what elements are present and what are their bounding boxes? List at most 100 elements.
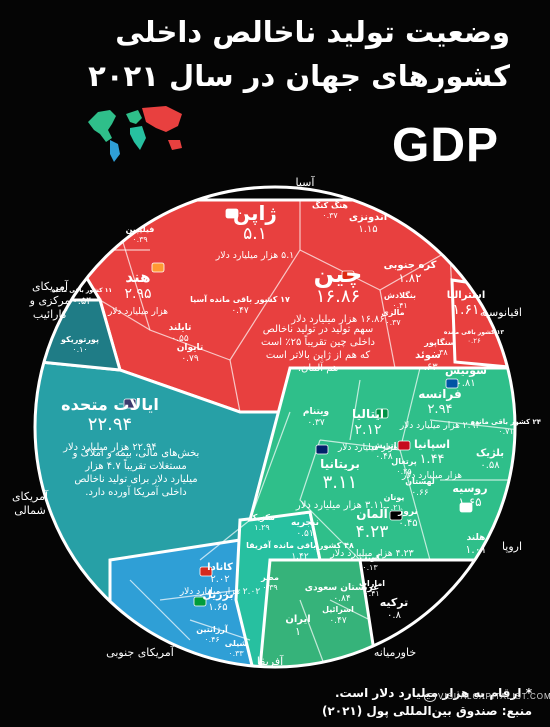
- country-name-5-0: عربستان سعودی: [305, 583, 380, 593]
- country-border: [99, 299, 151, 331]
- country-name-0-4: اندونزی: [349, 212, 387, 223]
- flag-icon: [123, 398, 137, 409]
- country-value-7-0: ۱.۶۱: [452, 302, 479, 318]
- country-value-4-3: ۲.۱۲: [354, 422, 381, 438]
- country-border: [199, 519, 251, 561]
- country-desc-0-0: ۱۶.۸۶ هزار میلیارد دلار: [290, 314, 384, 325]
- country-border: [349, 379, 361, 441]
- country-desc-1-1: ۲.۰۲ هزار میلیارد دلار: [179, 587, 260, 597]
- country-value-4-5: ۱.۴۴: [419, 452, 444, 467]
- country-value-3-1: ۰.۴۶: [204, 635, 219, 644]
- country-name-3-0: برزیل: [202, 588, 233, 601]
- country-value-4-2: ۲.۹۴: [427, 402, 452, 417]
- country-name-4-4: روسیه: [452, 482, 487, 495]
- country-border: [249, 411, 291, 521]
- flag-icon: [315, 444, 329, 455]
- country-name-3-2: شیلی: [225, 639, 248, 648]
- source-text: منبع: صندوق بین‌المللی پول (۲۰۲۱): [321, 704, 532, 718]
- country-name-2-0: پورتوریکو: [60, 335, 99, 344]
- country-value-0-6: ۰.۵۵: [171, 334, 189, 344]
- country-desc-4-1: ۳.۱۱ هزار میلیارد دلار: [295, 500, 384, 511]
- region-label-oceania: اقیانوسیه: [480, 306, 522, 319]
- title-line-2: کشورهای جهان در سال ۲۰۲۱: [88, 59, 510, 93]
- country-name-5-1: ترکیه: [380, 596, 409, 609]
- country-border: [159, 589, 241, 601]
- flag-icon: [459, 502, 473, 513]
- usa-note: بخش‌های مالی، بیمه و املاک و مستغلات تقری…: [72, 448, 200, 498]
- flag-icon: [341, 270, 355, 281]
- country-name-6-0: نیجریه: [291, 518, 319, 528]
- country-value-6-3: ۱.۴۲: [291, 552, 309, 562]
- country-value-5-1: ۰.۸: [387, 610, 402, 621]
- country-value-5-2: ۱: [295, 625, 301, 638]
- country-name-7-0: استرالیا: [447, 290, 486, 301]
- region-label-central-america: آمریکای مرکزی و کارائیب: [29, 279, 71, 321]
- region-label-middle-east: خاورمیانه: [374, 646, 416, 659]
- country-value-3-2: ۰.۳۳: [228, 649, 244, 658]
- country-name-4-16: ۲۴ کشور باقی مانده: [471, 418, 542, 426]
- country-value-0-2: ۲.۹۵: [124, 286, 151, 302]
- country-value-5-6: ۰.۱۳: [362, 563, 378, 572]
- country-value-0-1: ۵.۱: [243, 224, 267, 244]
- country-border: [299, 439, 361, 561]
- china-note: سهم تولید در تولید ناخالص داخلی چین تقریب…: [261, 324, 375, 374]
- country-value-4-1: ۳.۱۱: [323, 472, 358, 493]
- country-value-4-7: ۰.۸۱: [456, 378, 475, 389]
- country-value-4-15: ۰.۲۵: [396, 467, 411, 476]
- country-name-4-1: بریتانیا: [320, 457, 360, 471]
- country-desc-4-2: ۲.۹۴ هزار میلیارد دلار: [399, 421, 480, 431]
- country-value-0-3: ۱.۸۲: [398, 271, 421, 285]
- region-label-north-america: آمریکای شمالی: [12, 489, 49, 517]
- country-name-5-6: کویت: [359, 553, 380, 562]
- country-value-3-0: ۱.۶۵: [208, 602, 227, 613]
- country-name-4-3: ایتالیا: [352, 407, 384, 421]
- country-name-0-8: سنگاپور: [423, 337, 456, 347]
- country-name-4-9: سوئد: [415, 350, 441, 361]
- country-value-7-1: ۰.۲۶: [467, 337, 481, 345]
- country-desc-4-5: هزار میلیارد دلار: [401, 471, 462, 481]
- country-border: [229, 359, 241, 413]
- country-value-0-11: ۰.۴۱: [392, 301, 407, 310]
- country-value-4-16: ۰.۷۱: [498, 427, 513, 436]
- country-value-4-6: ۱.۰۱: [465, 543, 486, 556]
- flag-icon: [375, 408, 389, 419]
- country-name-4-2: فرانسه: [418, 387, 461, 401]
- country-value-0-12: ۰.۳۷: [385, 318, 401, 327]
- country-desc-1-0: ۲۲.۹۴ هزار میلیارد دلار: [62, 442, 156, 453]
- country-value-0-0: ۱۶.۸۶: [316, 286, 360, 307]
- country-value-5-4: ۰.۴۱: [364, 589, 379, 598]
- region-label-europe: اروپا: [502, 540, 522, 553]
- region-label-africa: آفریقا: [257, 654, 284, 668]
- country-name-2-1: ۱۱ کشور باقی مانده: [52, 287, 112, 294]
- flag-icon: [199, 566, 213, 577]
- country-value-0-4: ۱.۱۵: [358, 224, 377, 235]
- country-name-0-10: ویتنام: [303, 407, 329, 417]
- country-name-4-14: یونان: [384, 493, 405, 502]
- country-value-6-1: ۰.۳۹: [262, 583, 277, 592]
- country-value-0-5: ۰.۷۹: [181, 354, 199, 364]
- country-name-0-3: کره جنوبی: [384, 260, 437, 271]
- country-value-4-4: ۱.۶۵: [458, 495, 481, 509]
- country-value-5-3: ۰.۴۷: [329, 616, 347, 626]
- country-name-3-1: آرژانتین: [196, 624, 228, 634]
- country-value-0-7: ۰.۳۷: [322, 211, 338, 220]
- country-name-0-11: بنگلادش: [384, 290, 416, 301]
- flag-icon: [225, 208, 239, 219]
- flag-icon: [151, 262, 165, 273]
- country-name-4-15: پرتغال: [391, 457, 416, 466]
- country-value-1-2: ۱.۲۹: [254, 523, 269, 532]
- flag-icon: [389, 510, 403, 521]
- country-value-0-10: ۰.۳۷: [307, 418, 325, 428]
- chart-title: وضعیت تولید ناخالص داخلی کشورهای جهان در…: [30, 10, 510, 98]
- flag-icon: [445, 378, 459, 389]
- country-border: [379, 289, 396, 369]
- brand-text: VISUALCAPITALIST.COM: [438, 692, 550, 701]
- country-name-0-12: مالزی: [381, 308, 404, 317]
- country-value-4-12: ۰.۴۵: [398, 518, 417, 529]
- country-name-6-3: ۴۸ کشور باقی مانده آفریقا: [246, 540, 354, 550]
- country-border: [429, 419, 515, 431]
- country-value-2-1: ۰.۵۴: [72, 296, 91, 307]
- country-name-6-1: مصر: [260, 573, 279, 582]
- country-border: [399, 449, 431, 561]
